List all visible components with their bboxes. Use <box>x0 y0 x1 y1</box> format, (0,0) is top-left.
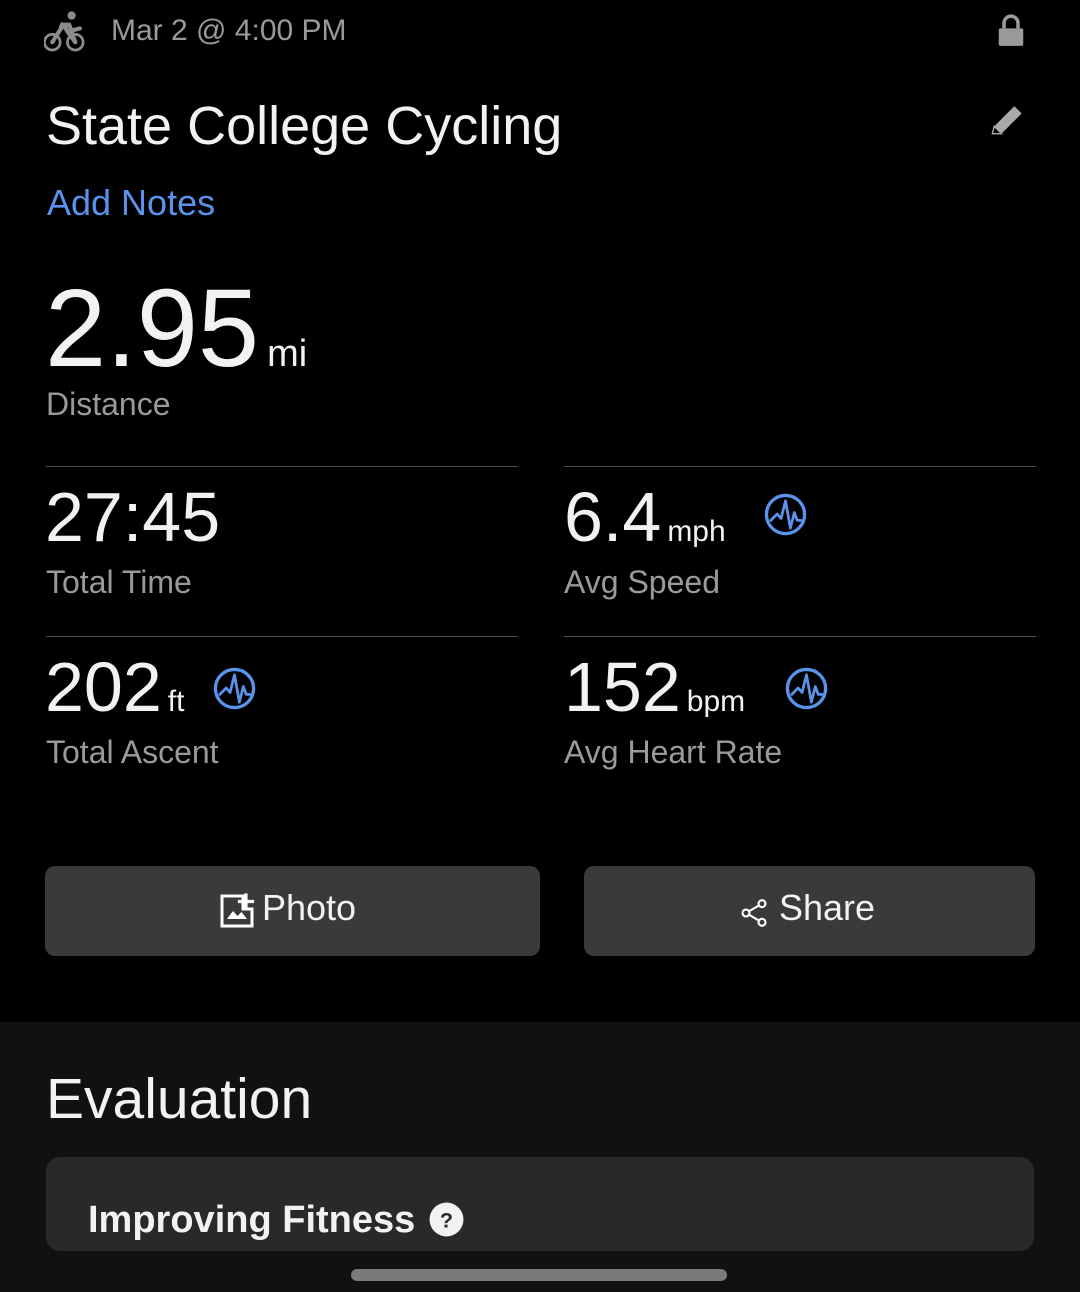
svg-text:?: ? <box>440 1208 453 1233</box>
